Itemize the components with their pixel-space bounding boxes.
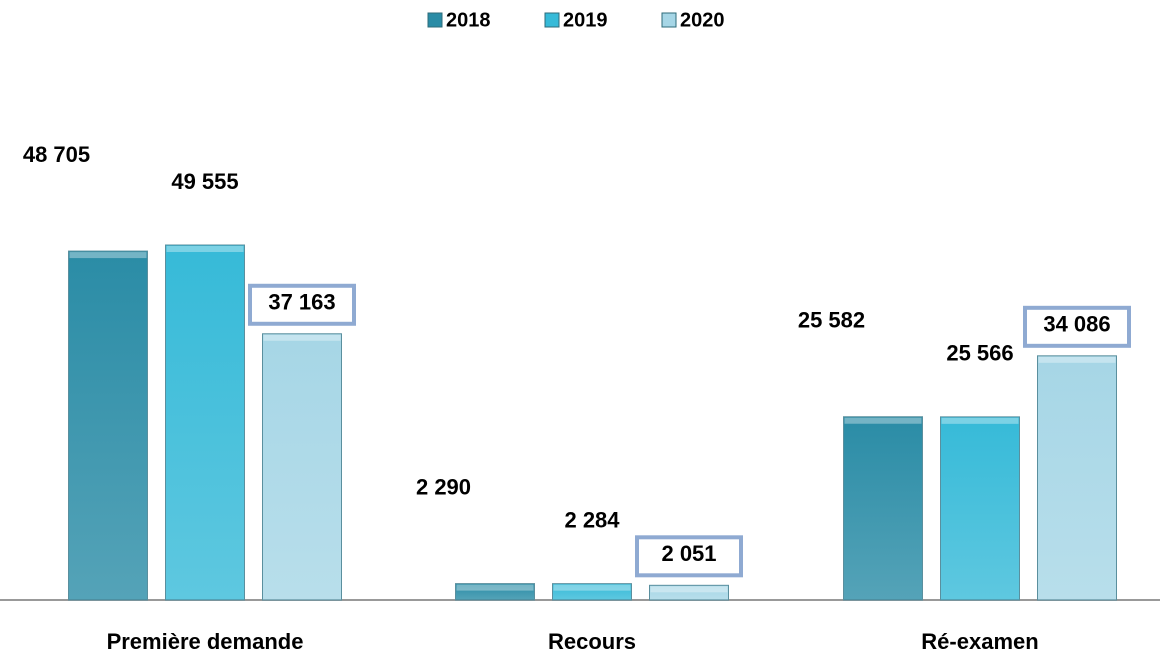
- bar-highlight: [941, 417, 1019, 424]
- legend-label: 2019: [563, 9, 608, 31]
- bar-highlight: [650, 586, 728, 593]
- bar: [940, 416, 1020, 601]
- bar: [165, 244, 245, 601]
- data-label: 2 051: [661, 541, 716, 566]
- bar: [68, 250, 148, 601]
- legend-swatch: [544, 12, 560, 28]
- x-tick-label: Ré-examen: [921, 629, 1038, 654]
- bar: [552, 583, 632, 601]
- data-label: 34 086: [1043, 312, 1110, 337]
- x-tick-label: Recours: [548, 629, 636, 654]
- legend-label: 2018: [446, 9, 491, 31]
- bar: [843, 416, 923, 601]
- label-box: [248, 283, 356, 326]
- data-label: 25 582: [798, 308, 865, 333]
- data-label: 48 705: [23, 142, 90, 167]
- bar-highlight: [166, 246, 244, 252]
- x-tick-label: Première demande: [107, 629, 304, 654]
- bar: [455, 583, 535, 601]
- bar: [262, 333, 342, 601]
- data-label: 37 163: [268, 290, 335, 315]
- data-label: 25 566: [946, 341, 1013, 366]
- bar-highlight: [1038, 356, 1116, 363]
- label-box: [1023, 305, 1131, 348]
- data-label: 49 555: [171, 169, 238, 194]
- legend-swatch: [661, 12, 677, 28]
- label-box: [635, 535, 743, 578]
- bar-highlight: [553, 584, 631, 591]
- bar-highlight: [456, 584, 534, 591]
- bar-highlight: [69, 252, 147, 259]
- bar: [649, 584, 729, 601]
- bar: [1037, 355, 1117, 601]
- legend-swatch: [427, 12, 443, 28]
- legend-label: 2020: [680, 9, 725, 31]
- bar-highlight: [263, 334, 341, 341]
- bar-highlight: [844, 417, 922, 424]
- data-label: 2 284: [564, 507, 620, 532]
- data-label: 2 290: [416, 474, 471, 499]
